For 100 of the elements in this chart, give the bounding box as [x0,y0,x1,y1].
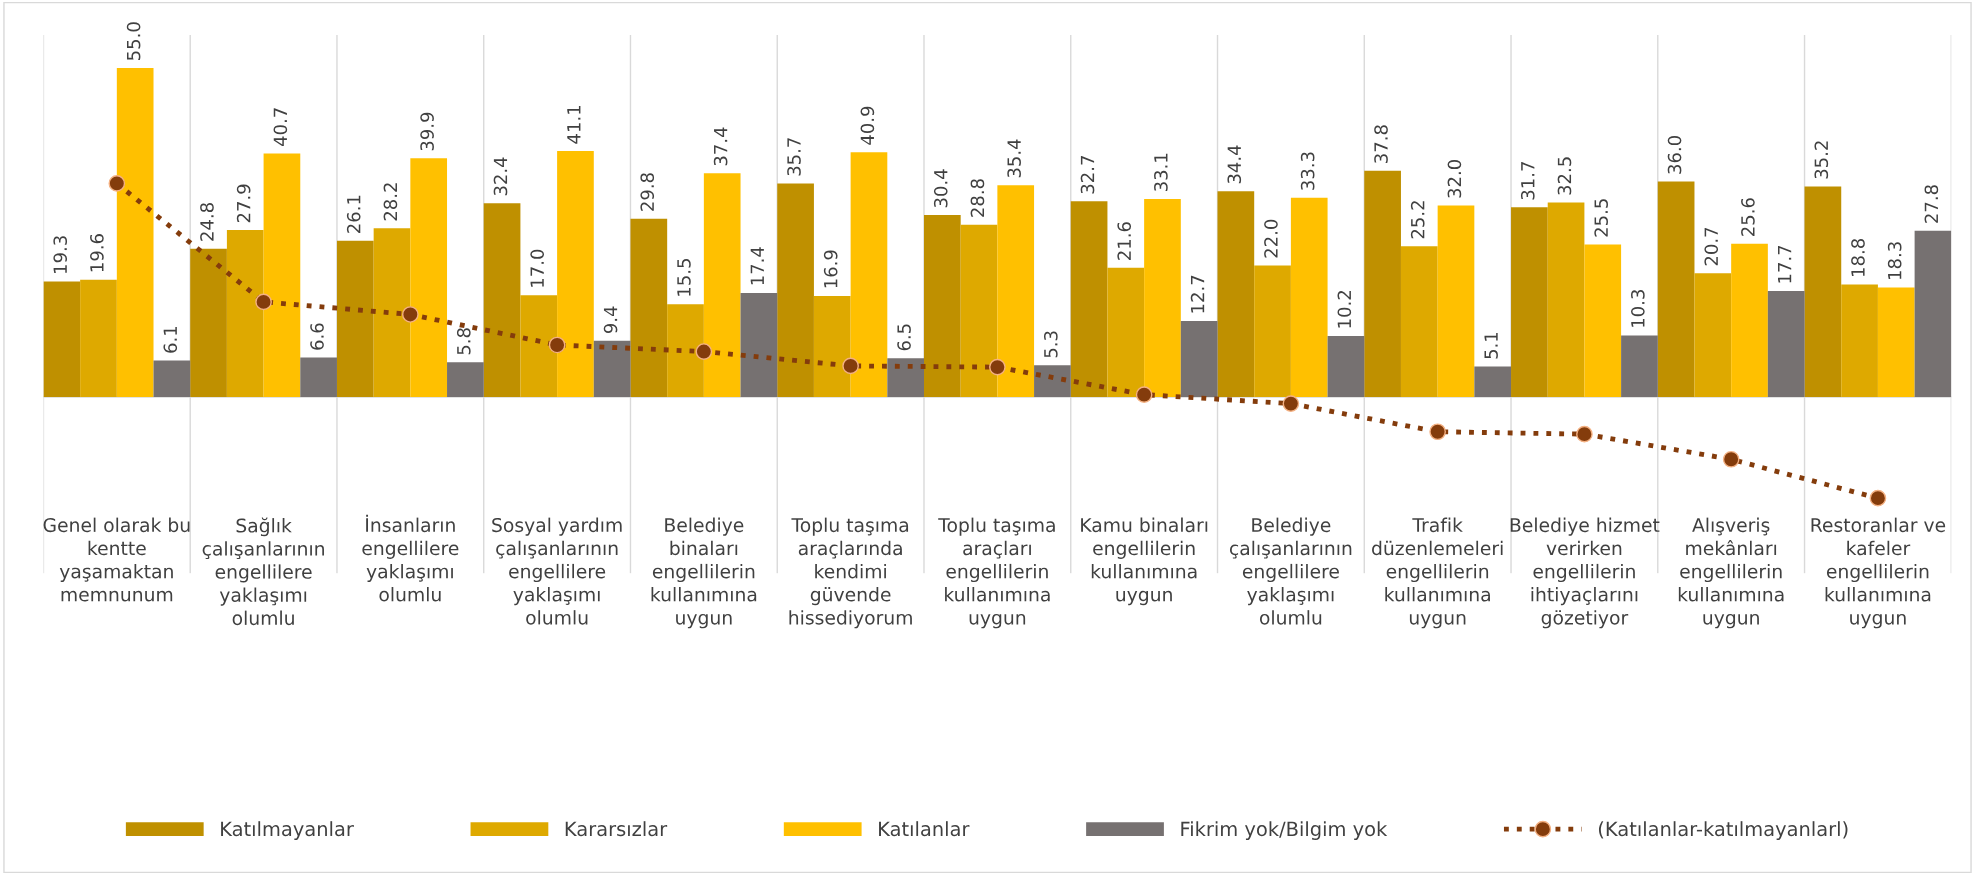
bar [1437,205,1475,398]
bar [1841,284,1878,398]
bar [1731,243,1768,398]
data-label: 33.3 [1300,152,1315,190]
point [255,293,272,311]
data-label: 19.6 [90,234,104,272]
x-tick-label: Alışveriş mekânları engellilerin kullanımına uygun [1678,517,1784,629]
bar [226,230,264,398]
bar [557,151,594,398]
bar [447,362,484,398]
data-label: 12.7 [1190,275,1205,313]
x-tick-label: Toplu taşıma araçları engellilerin kullanımına uygun [938,517,1055,629]
data-label: 17.0 [530,249,544,287]
data-label: 6.5 [897,324,911,351]
point [989,358,1006,376]
legend-label: (Katılanlar-katılmayanlarl) [1598,821,1848,840]
bar [887,358,924,398]
bar [153,360,191,398]
bar [1144,198,1181,398]
bar [1511,207,1548,398]
bar [1107,267,1145,398]
data-label: 27.8 [1924,185,1939,223]
data-label: 15.5 [677,259,691,296]
data-label: 33.1 [1154,153,1168,192]
data-label: 32.5 [1557,157,1572,195]
point [1576,425,1593,443]
x-tick-label: Trafik düzenlemeleri engellilerin kullanımına uygun [1372,517,1503,629]
bar [1290,197,1328,398]
bar [1877,287,1915,398]
point [402,306,419,323]
point [1429,423,1446,441]
data-label: 35.4 [1007,139,1021,178]
x-tick-label: Genel olarak bu kentte yaşamaktan memnunum [43,517,190,602]
bar [1217,191,1255,398]
data-label: 18.3 [1887,242,1902,279]
legend-label: Katılanlar [879,821,970,837]
bar [373,228,411,398]
x-tick-label: Belediye binaları engellilerin kullanımına uygun [651,517,757,629]
x-tick-label: İnsanların engellilere yaklaşımı olumlu [362,514,459,602]
bar [336,240,374,398]
bar [520,295,558,398]
data-label: 35.2 [1814,141,1829,179]
data-label: 24.8 [200,203,214,241]
bar [1254,265,1291,398]
data-label: 20.7 [1704,227,1719,266]
data-label: 39.9 [420,112,434,151]
data-label: 22.0 [1264,219,1278,258]
legend-label: Katılmayanlar [221,821,354,840]
bar [777,183,814,398]
point [1722,450,1740,468]
data-label: 40.9 [860,106,875,145]
data-label: 10.2 [1337,291,1352,328]
bar [1804,186,1842,398]
bar [263,153,301,398]
bar [1694,273,1732,398]
bar [1584,244,1622,398]
bar [1547,202,1585,398]
data-label: 17.7 [1778,245,1792,283]
data-label: 10.3 [1631,290,1645,327]
bar [1474,366,1512,398]
bar [740,292,778,398]
data-label: 25.5 [1594,199,1608,237]
bar [1364,170,1401,398]
legend-label: Fikrim yok/Bilgim yok [1181,821,1388,840]
point [1135,386,1153,403]
bar [850,152,888,398]
data-label: 5.1 [1484,332,1498,359]
data-label: 32.0 [1447,159,1462,198]
x-tick-label: Kamu binaları engellilerin kullanımına uygun [1081,517,1208,606]
data-label: 6.6 [310,323,324,350]
data-label: 36.0 [1667,136,1682,174]
x-tick-label: Sosyal yardım çalışanlarının engellilere yaklaşımı olumlu [492,517,622,625]
data-label: 5.8 [456,328,471,355]
bar [483,203,521,398]
data-label: 25.2 [1410,201,1425,239]
data-label: 37.8 [1374,125,1388,163]
data-label: 31.7 [1520,162,1535,200]
bar [1327,336,1365,398]
data-label: 29.8 [640,173,655,211]
bar [924,215,961,398]
data-label: 21.6 [1117,222,1132,260]
bar [1914,230,1952,398]
data-label: 28.2 [383,183,398,221]
legend-label: Kararsızlar [565,821,668,837]
bar [813,295,851,398]
point [1869,489,1887,507]
bar [960,224,998,398]
point [842,357,859,375]
data-label: 30.4 [933,169,948,208]
bar [593,340,631,398]
x-tick-label: Restoranlar ve kafeler engellilerin kullanımına uygun [1811,517,1946,629]
bar [43,281,81,398]
data-label: 16.9 [823,250,838,288]
data-label: 5.3 [1043,331,1058,358]
x-tick-label: Toplu taşıma araçlarında kendimi güvende hissediyorum [789,517,912,629]
point [1282,395,1300,412]
bar [190,248,227,398]
point [108,175,126,192]
data-label: 26.1 [346,195,361,233]
bar [300,357,337,398]
